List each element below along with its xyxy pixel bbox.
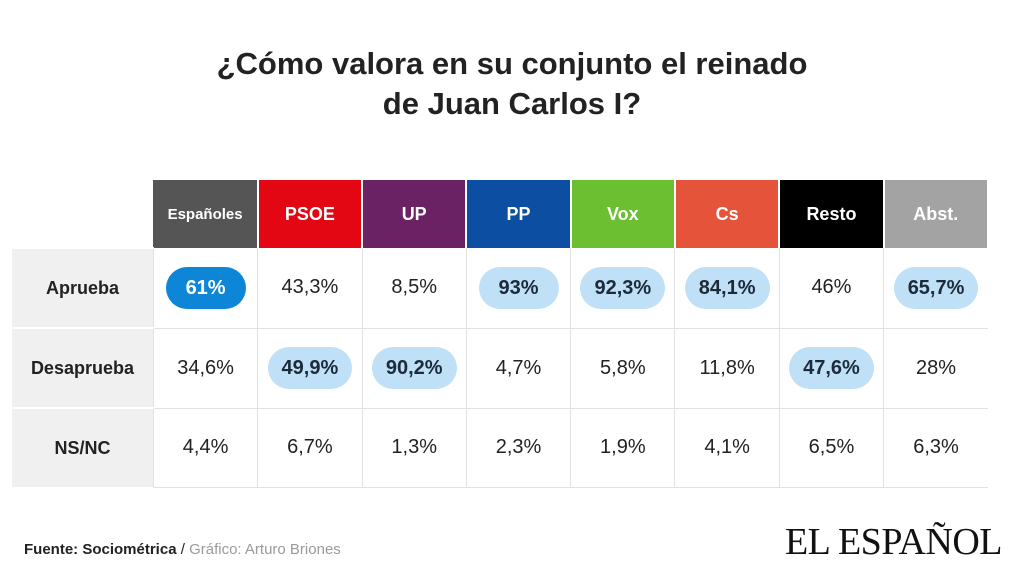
table-row: Aprueba 61% 43,3% 8,5% 93% 92,3% 84,1% 46% 65,7% <box>12 247 988 329</box>
cell-value: 5,8% <box>600 356 646 379</box>
table-row: Desaprueba 34,6% 49,9% 90,2% 4,7% 5,8% 11,8% 47… <box>12 327 988 409</box>
highlighted-value: 93% <box>478 266 559 309</box>
cell-value: 46% <box>811 276 852 299</box>
table-cell: 28% <box>883 328 988 409</box>
table-cell: 92,3% <box>570 248 675 329</box>
cell-value: 2,3% <box>495 436 542 458</box>
column-header-abst: Abst. <box>883 180 990 248</box>
row-label: Desaprueba <box>12 327 154 408</box>
cell-value: 6,5% <box>808 436 855 458</box>
table-cell: 5,8% <box>570 328 675 409</box>
column-header-vox: Vox <box>570 180 676 248</box>
credit-text: Gráfico: Arturo Briones <box>189 541 341 558</box>
column-header-cs: Cs <box>674 180 781 248</box>
column-header-up: UP <box>362 180 468 248</box>
column-header-resto: Resto <box>779 180 885 248</box>
table-cell: 6,7% <box>257 408 363 488</box>
cell-value: 43,3% <box>281 276 339 299</box>
highlighted-value: 90,2% <box>371 347 457 389</box>
cell-value: 8,5% <box>391 276 437 299</box>
table-cell: 2,3% <box>465 408 571 488</box>
cell-value: 34,6% <box>177 356 234 379</box>
table-cell: 93% <box>465 248 571 329</box>
highlighted-value: 47,6% <box>789 347 874 389</box>
highlighted-value: 61% <box>165 266 246 309</box>
table-cell: 34,6% <box>152 328 258 409</box>
row-label: Aprueba <box>12 247 154 328</box>
table-cell: 1,3% <box>361 408 467 488</box>
column-header-psoe: PSOE <box>257 180 364 248</box>
cell-value: 28% <box>916 356 957 379</box>
footer: Fuente: Sociométrica / Gráfico: Arturo B… <box>24 541 341 558</box>
table-cell: 84,1% <box>674 248 780 329</box>
highlighted-value: 65,7% <box>893 266 979 309</box>
chart-title: ¿Cómo valora en su conjunto el reinado d… <box>0 44 1024 124</box>
table-cell: 11,8% <box>674 328 780 409</box>
corner-cell <box>12 180 154 248</box>
source-text: Fuente: Sociométrica <box>24 541 177 558</box>
table-cell: 65,7% <box>883 248 988 329</box>
column-header-españoles: Españoles <box>153 180 259 248</box>
cell-value: 4,4% <box>182 436 229 458</box>
footer-separator: / <box>176 541 190 558</box>
highlighted-value: 49,9% <box>267 347 353 389</box>
header-row: Españoles PSOE UP PP Vox Cs Resto Abst. <box>12 180 990 248</box>
column-header-pp: PP <box>466 180 572 248</box>
cell-value: 4,1% <box>704 436 750 458</box>
table-cell: 8,5% <box>361 248 467 329</box>
highlighted-value: 84,1% <box>684 266 770 309</box>
table-cell: 61% <box>152 248 258 329</box>
table-cell: 1,9% <box>570 408 675 488</box>
table-row: NS/NC 4,4% 6,7% 1,3% 2,3% 1,9% 4,1% 6,5% 6,3% <box>12 407 988 488</box>
table-cell: 4,4% <box>152 408 258 488</box>
table-cell: 6,5% <box>778 408 884 488</box>
table-cell: 4,1% <box>674 408 780 488</box>
cell-value: 4,7% <box>495 356 542 379</box>
table-cell: 4,7% <box>465 328 571 409</box>
cell-value: 6,3% <box>913 436 959 458</box>
table-cell: 46% <box>778 248 884 329</box>
cell-value: 1,9% <box>600 436 646 458</box>
cell-value: 11,8% <box>699 356 755 379</box>
table-cell: 43,3% <box>257 248 363 329</box>
table-cell: 6,3% <box>883 408 988 488</box>
cell-value: 6,7% <box>287 436 333 458</box>
row-label: NS/NC <box>12 407 154 487</box>
title-line-2: de Juan Carlos I? <box>382 86 642 121</box>
el-espanol-logo: EL ESPAÑOL <box>784 521 1003 563</box>
table-cell: 49,9% <box>257 328 363 409</box>
table-cell: 90,2% <box>361 328 467 409</box>
results-table: Españoles PSOE UP PP Vox Cs Resto Abst. Aprueba… <box>12 180 990 488</box>
highlighted-value: 92,3% <box>580 266 666 309</box>
title-line-1: ¿Cómo valora en su conjunto el reinado <box>216 46 808 81</box>
table-cell: 47,6% <box>778 328 884 409</box>
cell-value: 1,3% <box>391 436 437 458</box>
